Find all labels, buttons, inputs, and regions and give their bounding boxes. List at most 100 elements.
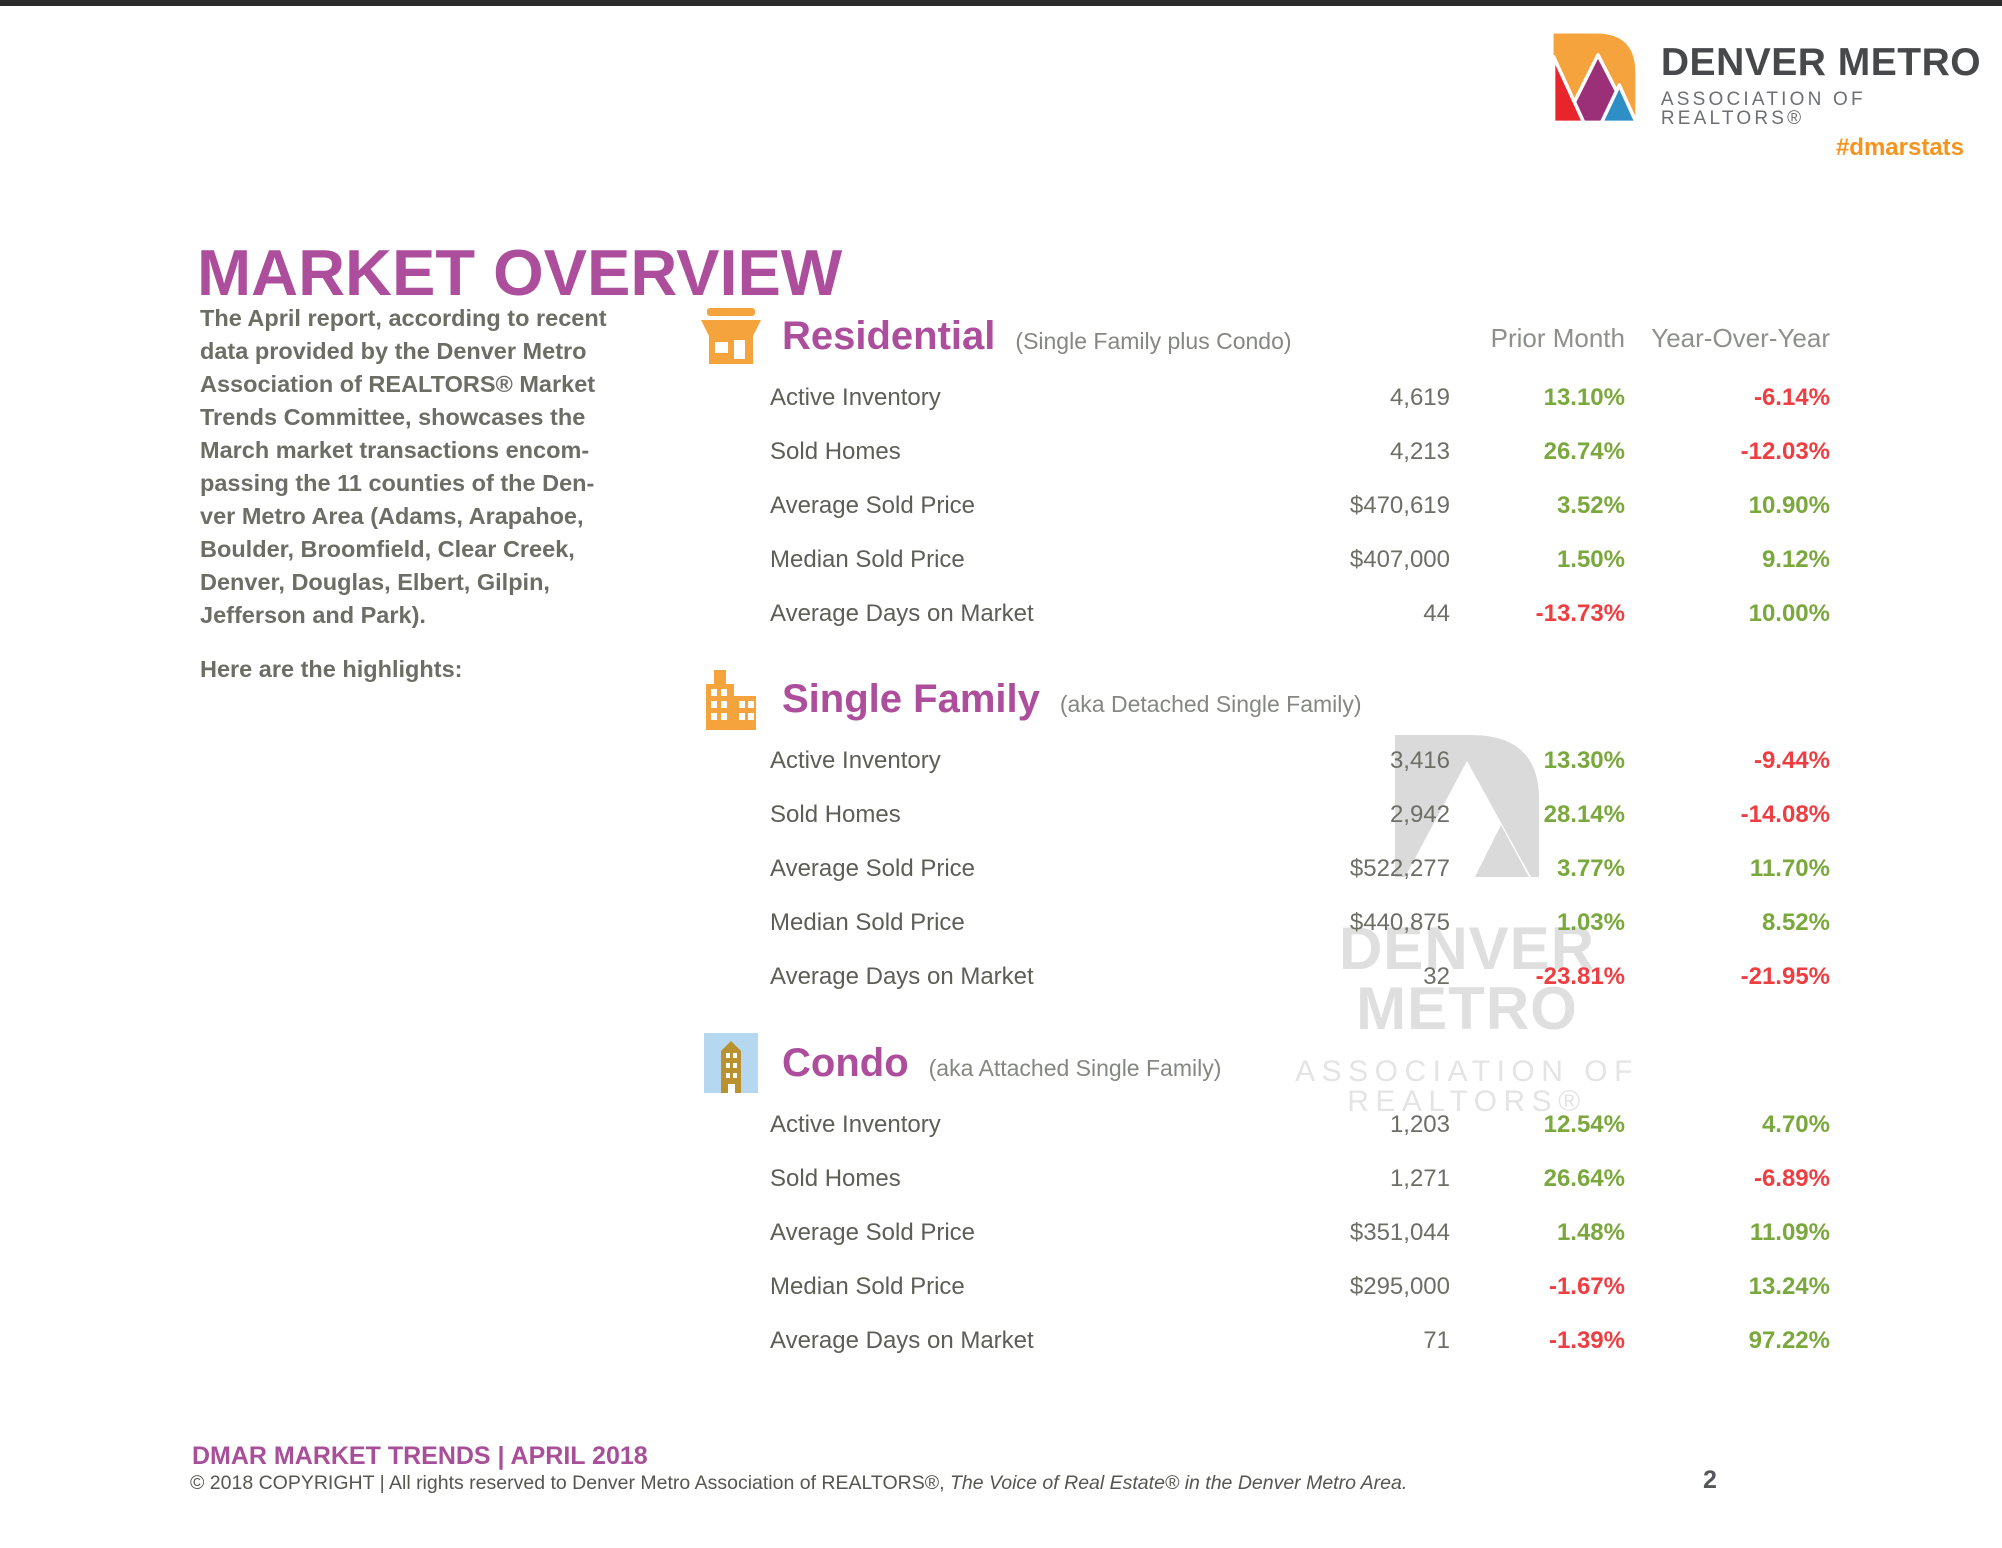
section-title: Single Family bbox=[782, 677, 1040, 721]
table-row: Median Sold Price $440,875 1.03% 8.52% bbox=[770, 896, 1830, 950]
column-header-prior-month: Prior Month bbox=[1490, 323, 1625, 353]
row-yoy-pct: 10.90% bbox=[1748, 492, 1830, 519]
row-prior-pct: -1.67% bbox=[1548, 1273, 1625, 1300]
row-prior-pct: -13.73% bbox=[1535, 600, 1625, 627]
row-label: Average Days on Market bbox=[770, 600, 1034, 627]
row-yoy-pct: -9.44% bbox=[1753, 747, 1830, 774]
row-label: Average Sold Price bbox=[770, 1219, 976, 1246]
row-prior-pct: 12.54% bbox=[1543, 1111, 1625, 1138]
storefront-icon bbox=[700, 308, 762, 364]
row-value: $407,000 bbox=[1349, 546, 1450, 573]
row-value: 3,416 bbox=[1389, 747, 1450, 774]
table-row: Active Inventory 3,416 13.30% -9.44% bbox=[770, 734, 1830, 788]
section-title: Residential bbox=[782, 314, 996, 358]
row-label: Median Sold Price bbox=[770, 546, 965, 573]
row-prior-pct: -23.81% bbox=[1535, 963, 1625, 990]
row-label: Average Sold Price bbox=[770, 492, 976, 519]
brand-subtitle: ASSOCIATION OF REALTORS® bbox=[1660, 89, 1866, 129]
section-title: Condo bbox=[782, 1041, 909, 1085]
table-row: Average Sold Price $470,619 3.52% 10.90% bbox=[770, 479, 1830, 533]
row-value: 1,203 bbox=[1389, 1111, 1450, 1138]
row-value: 4,213 bbox=[1389, 438, 1450, 465]
section-condo: Condo (aka Attached Single Family) Activ… bbox=[700, 1032, 1830, 1368]
watermark-name: DENVER METRO bbox=[1338, 915, 1596, 1042]
section-residential-header: Residential (Single Family plus Condo) P… bbox=[700, 305, 1830, 367]
condo-table: Active Inventory 1,203 12.54% 4.70% Sold… bbox=[770, 1098, 1830, 1368]
row-prior-pct: 13.10% bbox=[1543, 384, 1625, 411]
brand-name: DENVER METRO bbox=[1660, 41, 1982, 84]
row-value: $351,044 bbox=[1349, 1219, 1450, 1246]
dmar-logo-icon bbox=[1551, 33, 1639, 123]
row-label: Median Sold Price bbox=[770, 909, 965, 936]
row-prior-pct: 1.03% bbox=[1556, 909, 1625, 936]
row-value: $522,277 bbox=[1349, 855, 1450, 882]
row-value: 4,619 bbox=[1389, 384, 1450, 411]
row-yoy-pct: -12.03% bbox=[1740, 438, 1830, 465]
top-bar bbox=[0, 0, 2002, 6]
section-single-family-header: Single Family (aka Detached Single Famil… bbox=[700, 668, 1830, 730]
row-yoy-pct: -21.95% bbox=[1740, 963, 1830, 990]
section-subtitle: (aka Detached Single Family) bbox=[1059, 690, 1362, 717]
row-yoy-pct: 11.09% bbox=[1749, 1219, 1830, 1246]
residential-table: Active Inventory 4,619 13.10% -6.14% Sol… bbox=[770, 371, 1830, 641]
row-prior-pct: 3.52% bbox=[1556, 492, 1625, 519]
row-prior-pct: 1.50% bbox=[1556, 546, 1625, 573]
brand-text: DENVER METRO ASSOCIATION OF REALTORS® bbox=[1661, 33, 2002, 128]
table-row: Average Days on Market 44 -13.73% 10.00% bbox=[770, 587, 1830, 641]
row-value: $295,000 bbox=[1349, 1273, 1450, 1300]
table-row: Sold Homes 4,213 26.74% -12.03% bbox=[770, 425, 1830, 479]
highlights-label: Here are the highlights: bbox=[200, 656, 463, 682]
section-residential: Residential (Single Family plus Condo) P… bbox=[700, 305, 1830, 641]
page-number: 2 bbox=[1703, 1466, 1717, 1494]
row-value: 71 bbox=[1423, 1327, 1450, 1354]
row-prior-pct: 28.14% bbox=[1543, 801, 1625, 828]
table-row: Active Inventory 1,203 12.54% 4.70% bbox=[770, 1098, 1830, 1152]
row-value: 44 bbox=[1423, 600, 1450, 627]
dmar-watermark-icon bbox=[1395, 735, 1539, 877]
footer-copyright: © 2018 COPYRIGHT | All rights reserved t… bbox=[190, 1472, 1407, 1495]
row-label: Average Days on Market bbox=[770, 963, 1034, 990]
row-prior-pct: 3.77% bbox=[1556, 855, 1625, 882]
single-family-table: Active Inventory 3,416 13.30% -9.44% Sol… bbox=[770, 734, 1830, 1004]
row-prior-pct: 1.48% bbox=[1556, 1219, 1625, 1246]
footer-copyright-italic: The Voice of Real Estate® in the Denver … bbox=[949, 1472, 1408, 1494]
row-yoy-pct: 4.70% bbox=[1761, 1111, 1830, 1138]
footer-copyright-plain: © 2018 COPYRIGHT | All rights reserved t… bbox=[190, 1472, 950, 1494]
row-label: Sold Homes bbox=[770, 1165, 901, 1192]
row-yoy-pct: -6.14% bbox=[1753, 384, 1830, 411]
condo-building-icon bbox=[700, 1033, 762, 1093]
intro-paragraph: The April report, according to recent da… bbox=[200, 305, 607, 628]
building-icon bbox=[700, 668, 762, 730]
intro-text-block: The April report, according to recent da… bbox=[200, 302, 660, 683]
table-row: Average Sold Price $351,044 1.48% 11.09% bbox=[770, 1206, 1830, 1260]
row-label: Active Inventory bbox=[770, 1111, 941, 1138]
page-title: MARKET OVERVIEW bbox=[197, 235, 843, 309]
table-row: Median Sold Price $295,000 -1.67% 13.24% bbox=[770, 1260, 1830, 1314]
row-yoy-pct: -14.08% bbox=[1740, 801, 1830, 828]
row-value: $440,875 bbox=[1349, 909, 1450, 936]
row-prior-pct: -1.39% bbox=[1548, 1327, 1625, 1354]
table-row: Average Days on Market 71 -1.39% 97.22% bbox=[770, 1314, 1830, 1368]
table-row: Sold Homes 2,942 28.14% -14.08% bbox=[770, 788, 1830, 842]
row-label: Active Inventory bbox=[770, 384, 941, 411]
table-row: Active Inventory 4,619 13.10% -6.14% bbox=[770, 371, 1830, 425]
row-value: 32 bbox=[1423, 963, 1450, 990]
row-prior-pct: 26.64% bbox=[1543, 1165, 1625, 1192]
row-label: Average Days on Market bbox=[770, 1327, 1034, 1354]
footer-report-title: DMAR MARKET TRENDS | APRIL 2018 bbox=[192, 1442, 648, 1470]
row-yoy-pct: 11.70% bbox=[1749, 855, 1830, 882]
brand-header: DENVER METRO ASSOCIATION OF REALTORS® bbox=[1550, 33, 2002, 128]
table-row: Average Days on Market 32 -23.81% -21.95… bbox=[770, 950, 1830, 1004]
row-value: 1,271 bbox=[1389, 1165, 1450, 1192]
row-yoy-pct: 10.00% bbox=[1748, 600, 1830, 627]
row-value: 2,942 bbox=[1389, 801, 1450, 828]
row-value: $470,619 bbox=[1349, 492, 1450, 519]
row-yoy-pct: 97.22% bbox=[1748, 1327, 1830, 1354]
section-subtitle: (aka Attached Single Family) bbox=[928, 1054, 1222, 1081]
row-label: Median Sold Price bbox=[770, 1273, 965, 1300]
section-subtitle: (Single Family plus Condo) bbox=[1015, 327, 1292, 354]
row-prior-pct: 13.30% bbox=[1543, 747, 1625, 774]
row-label: Sold Homes bbox=[770, 438, 901, 465]
table-row: Sold Homes 1,271 26.64% -6.89% bbox=[770, 1152, 1830, 1206]
row-prior-pct: 26.74% bbox=[1543, 438, 1625, 465]
